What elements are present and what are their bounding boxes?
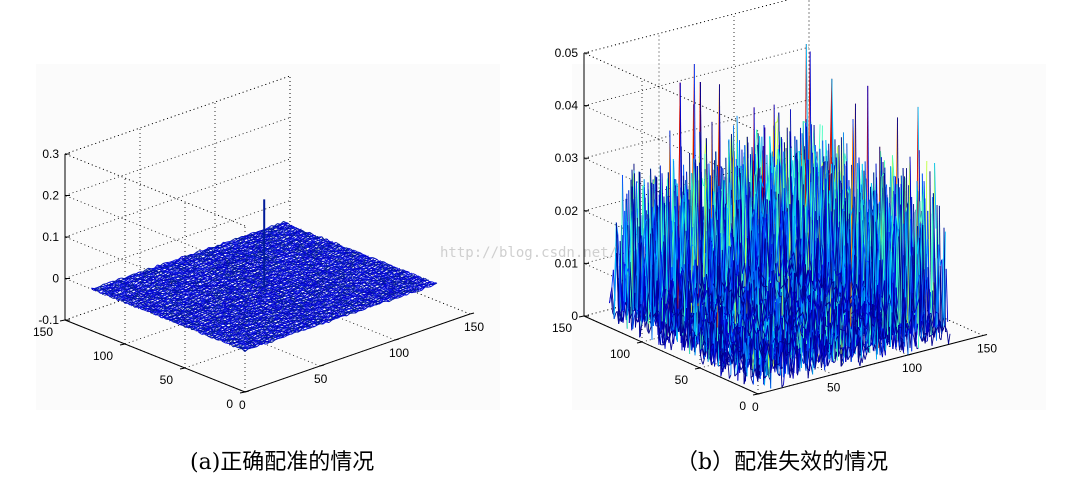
z-tick-label: -0.1 <box>38 313 59 327</box>
surface-mesh <box>91 220 438 353</box>
y-tick-label: 0 <box>226 397 233 411</box>
z-tick-label: 0.2 <box>42 189 59 203</box>
y-tick-label: 50 <box>160 373 174 387</box>
surface-mesh <box>609 43 951 389</box>
x-tick-label: 0 <box>239 398 246 412</box>
z-tick-label: 0.03 <box>555 151 579 165</box>
z-tick-label: 0.04 <box>555 99 579 113</box>
y-tick-label: 150 <box>552 321 572 335</box>
y-tick-label: 50 <box>675 373 689 387</box>
y-tick-label: 0 <box>739 399 746 413</box>
y-tick-label: 100 <box>610 347 630 361</box>
z-tick-label: 0.01 <box>555 256 579 270</box>
z-tick-label: 0.05 <box>555 46 579 60</box>
y-tick-label: 150 <box>33 325 53 339</box>
z-tick-label: 0.1 <box>42 230 59 244</box>
panel-b: 0 50 100 150 0 50 100 150 0 0.01 0.02 0.03 0.04 0.05 … <box>536 0 1072 489</box>
caption-b: （b）配准失效的情况 <box>676 444 888 476</box>
y-tick-label: 100 <box>93 349 113 363</box>
x-tick-label: 150 <box>464 320 484 334</box>
x-tick-label: 50 <box>827 381 841 395</box>
z-tick-label: 0 <box>571 309 578 323</box>
x-tick-label: 0 <box>752 400 759 414</box>
x-tick-label: 150 <box>977 342 997 356</box>
z-tick-label: 0.3 <box>42 147 59 161</box>
x-tick-label: 100 <box>389 346 409 360</box>
watermark: http://blog.csdn.net/ <box>440 245 617 261</box>
panel-a: 0 50 100 150 0 50 100 150 -0.1 0 0.1 0.2 0.3 (a)正确配准… <box>32 64 500 476</box>
x-tick-label: 50 <box>314 372 328 386</box>
x-tick-label: 100 <box>902 361 922 375</box>
caption-a: (a)正确配准的情况 <box>190 444 374 476</box>
z-tick-label: 0 <box>52 272 59 286</box>
z-tick-label: 0.02 <box>555 204 579 218</box>
